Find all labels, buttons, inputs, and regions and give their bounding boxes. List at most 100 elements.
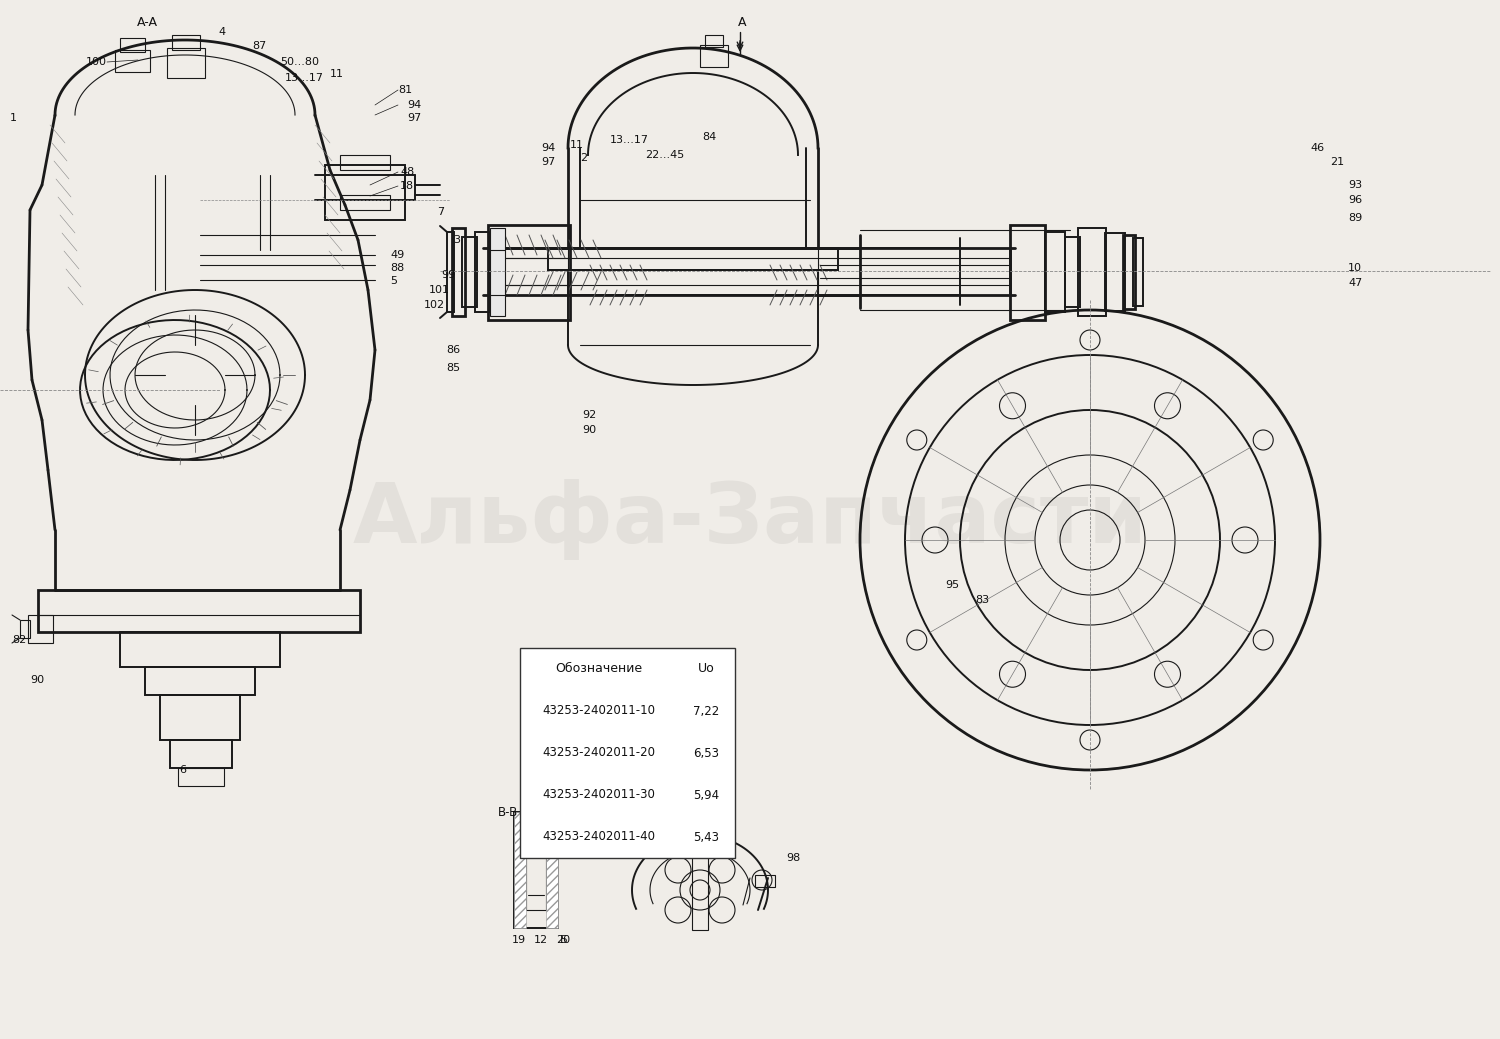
Bar (705, 35, 723, 47)
Text: 43253-2402011-10: 43253-2402011-10 (542, 704, 656, 718)
Bar (340, 155, 390, 170)
Text: 18: 18 (400, 181, 414, 191)
Text: 83: 83 (975, 595, 988, 605)
Bar (1132, 238, 1143, 307)
Text: B-B: B-B (498, 805, 519, 819)
Text: 47: 47 (1348, 278, 1362, 288)
Text: 98: 98 (786, 853, 801, 863)
Bar (1010, 225, 1046, 320)
Text: Б: Б (560, 935, 567, 945)
Text: 81: 81 (398, 85, 412, 95)
Text: 99: 99 (441, 270, 454, 279)
Text: Обозначение: Обозначение (555, 663, 642, 675)
Bar (178, 768, 224, 785)
Text: 43253-2402011-20: 43253-2402011-20 (542, 746, 656, 760)
Text: 6: 6 (180, 765, 186, 775)
Bar (160, 695, 240, 740)
Text: 7,22: 7,22 (693, 704, 718, 718)
Bar (1106, 233, 1125, 311)
Bar (340, 195, 390, 210)
Bar (520, 648, 735, 858)
Bar (1065, 237, 1080, 307)
Text: 89: 89 (1348, 213, 1362, 223)
Text: 11: 11 (570, 140, 584, 150)
Text: 19: 19 (512, 935, 526, 945)
Text: 102: 102 (424, 300, 445, 310)
Text: 5,43: 5,43 (693, 830, 718, 844)
Text: Uo: Uo (698, 663, 714, 675)
Text: 97: 97 (540, 157, 555, 167)
Bar (166, 48, 206, 78)
Text: 5,94: 5,94 (693, 789, 718, 801)
Bar (1124, 235, 1136, 309)
Text: 101: 101 (429, 285, 450, 295)
Text: 85: 85 (446, 363, 460, 373)
Text: 4: 4 (217, 27, 225, 37)
Bar (462, 237, 477, 307)
Text: A-A: A-A (136, 16, 158, 28)
Text: 90: 90 (30, 675, 44, 685)
Text: 93: 93 (1348, 180, 1362, 190)
Text: 50...80: 50...80 (280, 57, 320, 66)
Bar (146, 667, 255, 695)
Bar (546, 812, 558, 928)
Bar (700, 45, 727, 66)
Bar (548, 248, 839, 270)
Text: 94: 94 (540, 143, 555, 153)
Text: 13...17: 13...17 (610, 135, 650, 145)
Bar (120, 632, 280, 667)
Bar (116, 50, 150, 72)
Text: 48: 48 (400, 167, 414, 177)
Bar (447, 232, 454, 312)
Bar (488, 225, 570, 320)
Text: 6,53: 6,53 (693, 746, 718, 760)
Bar (120, 38, 146, 52)
Text: 21: 21 (1330, 157, 1344, 167)
Text: 12: 12 (534, 935, 548, 945)
Text: 43253-2402011-30: 43253-2402011-30 (542, 789, 656, 801)
Bar (20, 620, 30, 638)
Text: 3: 3 (453, 235, 460, 245)
Text: 10: 10 (1348, 263, 1362, 273)
Text: 49: 49 (390, 250, 405, 260)
Text: 22...45: 22...45 (645, 150, 684, 160)
Text: Б: Б (692, 833, 699, 847)
Bar (326, 165, 405, 220)
Bar (452, 228, 465, 316)
Bar (490, 228, 506, 316)
Bar (172, 35, 200, 50)
Text: Б: Б (646, 799, 654, 811)
Text: 86: 86 (446, 345, 460, 355)
Text: 5: 5 (390, 276, 398, 286)
Text: 90: 90 (582, 425, 596, 435)
Text: 82: 82 (12, 635, 26, 645)
Bar (568, 270, 818, 295)
Bar (38, 590, 360, 632)
Bar (514, 812, 526, 928)
Text: 97: 97 (406, 113, 422, 123)
Text: 88: 88 (390, 263, 405, 273)
Text: 100: 100 (86, 57, 106, 66)
Text: 2: 2 (580, 153, 586, 163)
Bar (692, 850, 708, 930)
Bar (1046, 232, 1065, 312)
Text: 87: 87 (252, 41, 267, 51)
Text: 92: 92 (582, 410, 596, 420)
Text: A: A (738, 16, 747, 28)
Text: 7: 7 (436, 207, 444, 217)
Text: Альфа-Запчасти: Альфа-Запчасти (352, 479, 1148, 560)
Bar (1078, 228, 1106, 316)
Text: 95: 95 (945, 580, 958, 590)
Text: 13...17: 13...17 (285, 73, 324, 83)
Bar (476, 232, 490, 312)
Text: 46: 46 (1310, 143, 1324, 153)
Text: 20: 20 (556, 935, 570, 945)
Text: 43253-2402011-40: 43253-2402011-40 (542, 830, 656, 844)
Bar (170, 740, 232, 768)
Text: 11: 11 (330, 69, 344, 79)
Bar (754, 875, 776, 887)
Text: 1: 1 (10, 113, 16, 123)
Text: 84: 84 (702, 132, 717, 142)
Text: 94: 94 (406, 100, 422, 110)
Bar (28, 615, 53, 643)
